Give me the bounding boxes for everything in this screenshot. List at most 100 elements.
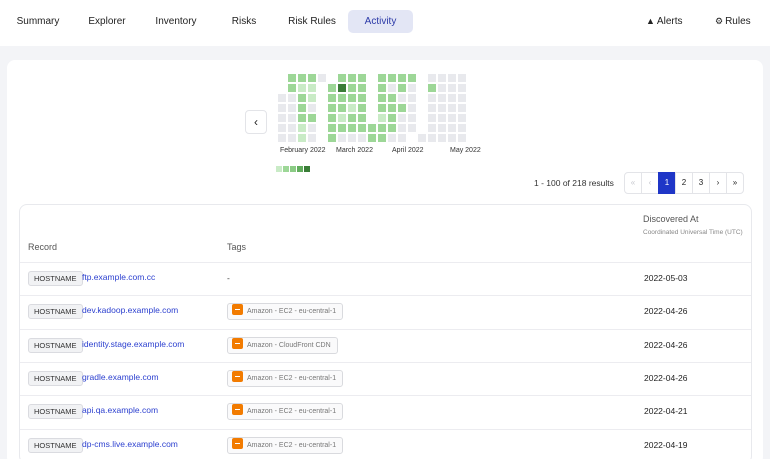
heatmap-prev-button[interactable]: ‹ bbox=[245, 110, 267, 134]
heatmap-cell[interactable] bbox=[428, 84, 436, 92]
heatmap-cell[interactable] bbox=[388, 134, 396, 142]
heatmap-cell[interactable] bbox=[388, 84, 396, 92]
heatmap-cell[interactable] bbox=[358, 134, 366, 142]
heatmap-cell[interactable] bbox=[378, 94, 386, 102]
heatmap-cell[interactable] bbox=[338, 94, 346, 102]
heatmap-cell[interactable] bbox=[338, 84, 346, 92]
heatmap-cell[interactable] bbox=[378, 114, 386, 122]
tab-risk-rules[interactable]: Risk Rules bbox=[288, 16, 336, 27]
record-link[interactable]: dev.kadoop.example.com bbox=[82, 305, 179, 316]
heatmap-cell[interactable] bbox=[348, 84, 356, 92]
page-1-button[interactable]: 1 bbox=[658, 172, 676, 194]
last-page-button[interactable]: » bbox=[726, 172, 744, 194]
heatmap-cell[interactable] bbox=[398, 74, 406, 82]
heatmap-cell[interactable] bbox=[448, 84, 456, 92]
heatmap-cell[interactable] bbox=[428, 124, 436, 132]
heatmap-cell[interactable] bbox=[458, 94, 466, 102]
heatmap-cell[interactable] bbox=[388, 114, 396, 122]
heatmap-cell[interactable] bbox=[328, 104, 336, 112]
heatmap-cell[interactable] bbox=[448, 104, 456, 112]
heatmap-cell[interactable] bbox=[408, 94, 416, 102]
heatmap-cell[interactable] bbox=[358, 114, 366, 122]
heatmap-cell[interactable] bbox=[388, 104, 396, 112]
heatmap-cell[interactable] bbox=[338, 74, 346, 82]
heatmap-cell[interactable] bbox=[398, 84, 406, 92]
heatmap-cell[interactable] bbox=[378, 104, 386, 112]
heatmap-cell[interactable] bbox=[438, 104, 446, 112]
heatmap-cell[interactable] bbox=[428, 134, 436, 142]
heatmap-cell[interactable] bbox=[458, 74, 466, 82]
heatmap-cell[interactable] bbox=[398, 94, 406, 102]
heatmap-cell[interactable] bbox=[278, 94, 286, 102]
heatmap-cell[interactable] bbox=[458, 84, 466, 92]
heatmap-cell[interactable] bbox=[418, 134, 426, 142]
heatmap-cell[interactable] bbox=[348, 114, 356, 122]
heatmap-cell[interactable] bbox=[458, 114, 466, 122]
heatmap-cell[interactable] bbox=[378, 74, 386, 82]
heatmap-cell[interactable] bbox=[378, 124, 386, 132]
record-link[interactable]: ftp.example.com.cc bbox=[82, 272, 156, 282]
heatmap-cell[interactable] bbox=[338, 134, 346, 142]
heatmap-cell[interactable] bbox=[358, 124, 366, 132]
heatmap-cell[interactable] bbox=[398, 104, 406, 112]
heatmap-cell[interactable] bbox=[298, 134, 306, 142]
heatmap-cell[interactable] bbox=[308, 74, 316, 82]
rules-link[interactable]: ⚙ Rules bbox=[715, 10, 751, 33]
heatmap-cell[interactable] bbox=[428, 104, 436, 112]
heatmap-cell[interactable] bbox=[438, 134, 446, 142]
heatmap-cell[interactable] bbox=[428, 94, 436, 102]
heatmap-cell[interactable] bbox=[398, 114, 406, 122]
heatmap-cell[interactable] bbox=[298, 94, 306, 102]
heatmap-cell[interactable] bbox=[438, 74, 446, 82]
tab-inventory[interactable]: Inventory bbox=[155, 16, 197, 27]
heatmap-cell[interactable] bbox=[348, 124, 356, 132]
heatmap-cell[interactable] bbox=[348, 104, 356, 112]
heatmap-cell[interactable] bbox=[278, 134, 286, 142]
heatmap-cell[interactable] bbox=[328, 94, 336, 102]
heatmap-cell[interactable] bbox=[438, 94, 446, 102]
heatmap-cell[interactable] bbox=[308, 84, 316, 92]
heatmap-cell[interactable] bbox=[388, 124, 396, 132]
heatmap-cell[interactable] bbox=[298, 74, 306, 82]
heatmap-cell[interactable] bbox=[338, 124, 346, 132]
heatmap-cell[interactable] bbox=[308, 94, 316, 102]
heatmap-cell[interactable] bbox=[458, 134, 466, 142]
heatmap-cell[interactable] bbox=[398, 124, 406, 132]
heatmap-cell[interactable] bbox=[348, 94, 356, 102]
heatmap-cell[interactable] bbox=[348, 74, 356, 82]
heatmap-cell[interactable] bbox=[408, 114, 416, 122]
heatmap-cell[interactable] bbox=[298, 104, 306, 112]
alerts-link[interactable]: ▲ Alerts bbox=[646, 10, 682, 33]
heatmap-cell[interactable] bbox=[388, 94, 396, 102]
heatmap-cell[interactable] bbox=[458, 104, 466, 112]
heatmap-cell[interactable] bbox=[288, 84, 296, 92]
heatmap-cell[interactable] bbox=[308, 124, 316, 132]
heatmap-cell[interactable] bbox=[388, 74, 396, 82]
heatmap-cell[interactable] bbox=[448, 134, 456, 142]
heatmap-cell[interactable] bbox=[448, 94, 456, 102]
heatmap-cell[interactable] bbox=[438, 84, 446, 92]
record-link[interactable]: gradle.example.com bbox=[82, 371, 159, 382]
heatmap-cell[interactable] bbox=[358, 104, 366, 112]
heatmap-cell[interactable] bbox=[408, 84, 416, 92]
heatmap-cell[interactable] bbox=[398, 134, 406, 142]
heatmap-cell[interactable] bbox=[378, 84, 386, 92]
next-page-button[interactable]: › bbox=[709, 172, 727, 194]
heatmap-cell[interactable] bbox=[408, 74, 416, 82]
heatmap-cell[interactable] bbox=[448, 124, 456, 132]
tab-risks[interactable]: Risks bbox=[231, 16, 257, 27]
record-link[interactable]: dp-cms.live.example.com bbox=[82, 438, 178, 449]
heatmap-cell[interactable] bbox=[438, 124, 446, 132]
heatmap-cell[interactable] bbox=[328, 134, 336, 142]
heatmap-cell[interactable] bbox=[448, 114, 456, 122]
record-link[interactable]: identity.stage.example.com bbox=[82, 338, 185, 349]
tab-explorer[interactable]: Explorer bbox=[88, 16, 126, 27]
heatmap-cell[interactable] bbox=[448, 74, 456, 82]
heatmap-cell[interactable] bbox=[408, 124, 416, 132]
heatmap-cell[interactable] bbox=[328, 114, 336, 122]
heatmap-cell[interactable] bbox=[358, 94, 366, 102]
heatmap-cell[interactable] bbox=[328, 84, 336, 92]
heatmap-cell[interactable] bbox=[288, 134, 296, 142]
heatmap-cell[interactable] bbox=[278, 124, 286, 132]
heatmap-cell[interactable] bbox=[278, 104, 286, 112]
